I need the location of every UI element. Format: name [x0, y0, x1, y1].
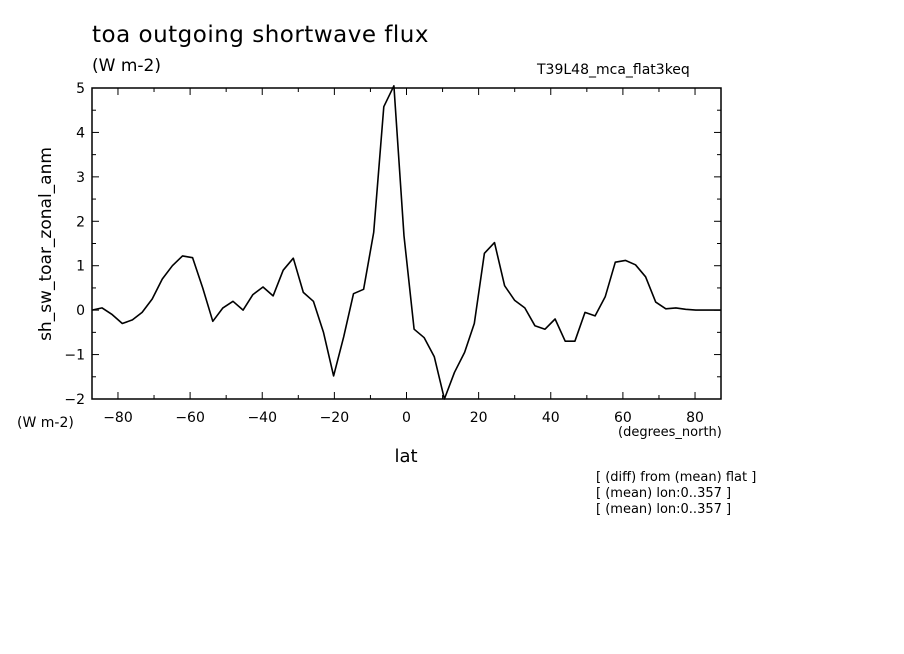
run-id: T39L48_mca_flat3keq: [537, 62, 690, 78]
processing-note: [ (mean) lon:0..357 ]: [596, 502, 732, 517]
x-tick-label: 40: [542, 410, 560, 426]
y-tick-label: −1: [64, 348, 85, 364]
y-tick-label: 1: [76, 259, 85, 275]
y-tick-label: 3: [76, 170, 85, 186]
x-tick-label: 80: [686, 410, 704, 426]
y-tick-label: 4: [76, 125, 85, 141]
y-axis-units: (W m-2): [17, 415, 74, 431]
x-tick-label: −40: [247, 410, 277, 426]
y-tick-label: −2: [64, 392, 85, 408]
x-tick-label: −20: [320, 410, 350, 426]
x-axis-units: (degrees_north): [618, 425, 722, 440]
y-tick-label: 2: [76, 214, 85, 230]
x-tick-label: 0: [402, 410, 411, 426]
chart-title: toa outgoing shortwave flux: [92, 22, 429, 48]
x-tick-label: −80: [103, 410, 133, 426]
x-tick-label: 60: [614, 410, 632, 426]
chart-units: (W m-2): [92, 56, 161, 76]
processing-note: [ (diff) from (mean) flat ]: [596, 470, 757, 485]
processing-note: [ (mean) lon:0..357 ]: [596, 486, 732, 501]
y-tick-label: 5: [76, 81, 85, 97]
series-line: [91, 85, 721, 400]
y-tick-label: 0: [76, 303, 85, 319]
plot-frame: [91, 87, 722, 400]
x-tick-label: −60: [175, 410, 205, 426]
x-axis-label: lat: [394, 446, 418, 467]
x-tick-label: 20: [470, 410, 488, 426]
